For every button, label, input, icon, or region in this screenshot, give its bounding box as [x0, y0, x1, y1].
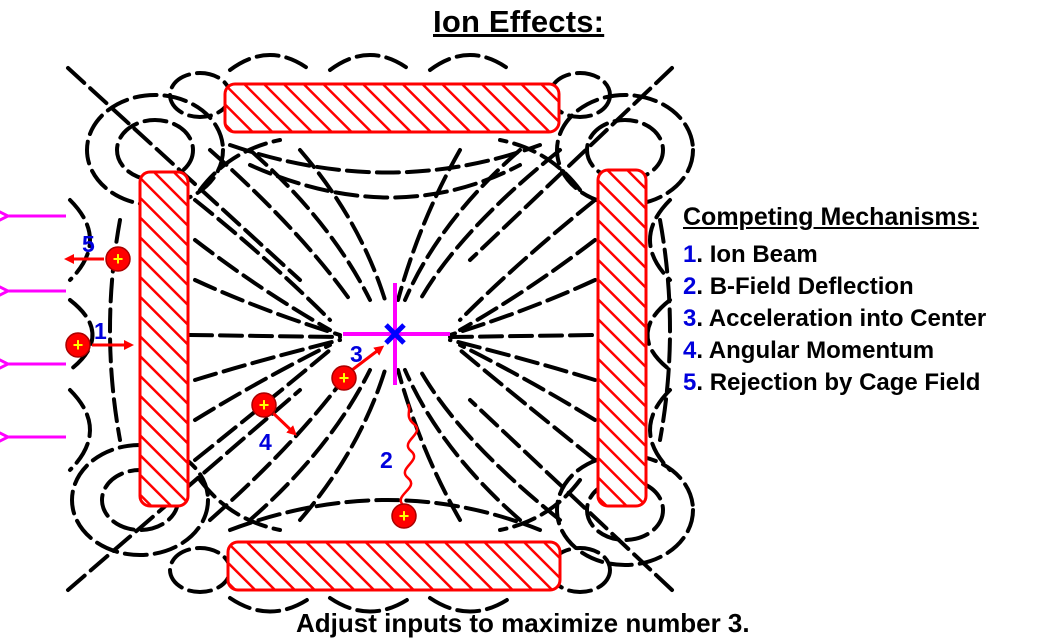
- legend-item-5: 5. Rejection by Cage Field: [683, 367, 986, 399]
- mechanism-markers: 1 2 3 4 5: [82, 231, 393, 473]
- ion-trajectories: [64, 254, 419, 506]
- ion-4: +: [251, 392, 277, 418]
- legend-heading: Competing Mechanisms:: [683, 203, 979, 231]
- legend-item-4: 4. Angular Momentum: [683, 335, 986, 367]
- ion-plus-icon: +: [399, 506, 410, 526]
- ion-3: +: [331, 365, 357, 391]
- coil-left: [138, 170, 190, 508]
- mechanisms-legend: Competing Mechanisms: 1. Ion Beam 2. B-F…: [683, 203, 986, 399]
- ion-plus-icon: +: [113, 249, 124, 269]
- coil-bottom: [226, 540, 562, 592]
- acceleration-arrow: [351, 345, 385, 372]
- slide-title: Ion Effects:: [433, 4, 605, 39]
- marker-3: 3: [350, 341, 363, 367]
- magnet-coils: [138, 82, 648, 592]
- b-field-deflection-path: [399, 403, 419, 506]
- ion-2: +: [391, 503, 417, 529]
- marker-5: 5: [82, 231, 95, 257]
- ion-1: +: [65, 332, 91, 358]
- legend-label: . Ion Beam: [696, 241, 818, 268]
- electron-flow-arrows: [6, 216, 66, 437]
- marker-1: 1: [94, 318, 107, 344]
- legend-label: . Rejection by Cage Field: [696, 369, 981, 396]
- legend-label: . Acceleration into Center: [696, 305, 987, 332]
- center-point: [343, 283, 450, 385]
- angular-momentum-arrow: [270, 410, 297, 436]
- ion-5: +: [105, 246, 131, 272]
- legend-num: 4: [683, 337, 697, 364]
- ion-plus-icon: +: [259, 395, 270, 415]
- ion-plus-icon: +: [339, 368, 350, 388]
- ions: + + + + +: [65, 246, 417, 529]
- legend-num: 3: [683, 305, 697, 332]
- legend-item-2: 2. B-Field Deflection: [683, 271, 986, 303]
- legend-num: 2: [683, 273, 697, 300]
- coil-right: [596, 168, 648, 508]
- marker-4: 4: [259, 429, 272, 455]
- legend-num: 1: [683, 241, 697, 268]
- legend-num: 5: [683, 369, 697, 396]
- legend-item-1: 1. Ion Beam: [683, 239, 986, 271]
- ion-plus-icon: +: [73, 335, 84, 355]
- legend-label: . B-Field Deflection: [696, 273, 914, 300]
- marker-2: 2: [380, 447, 393, 473]
- legend-label: . Angular Momentum: [696, 337, 935, 364]
- footer-instruction: Adjust inputs to maximize number 3.: [296, 608, 750, 638]
- coil-top: [223, 82, 561, 134]
- legend-item-3: 3. Acceleration into Center: [683, 303, 986, 335]
